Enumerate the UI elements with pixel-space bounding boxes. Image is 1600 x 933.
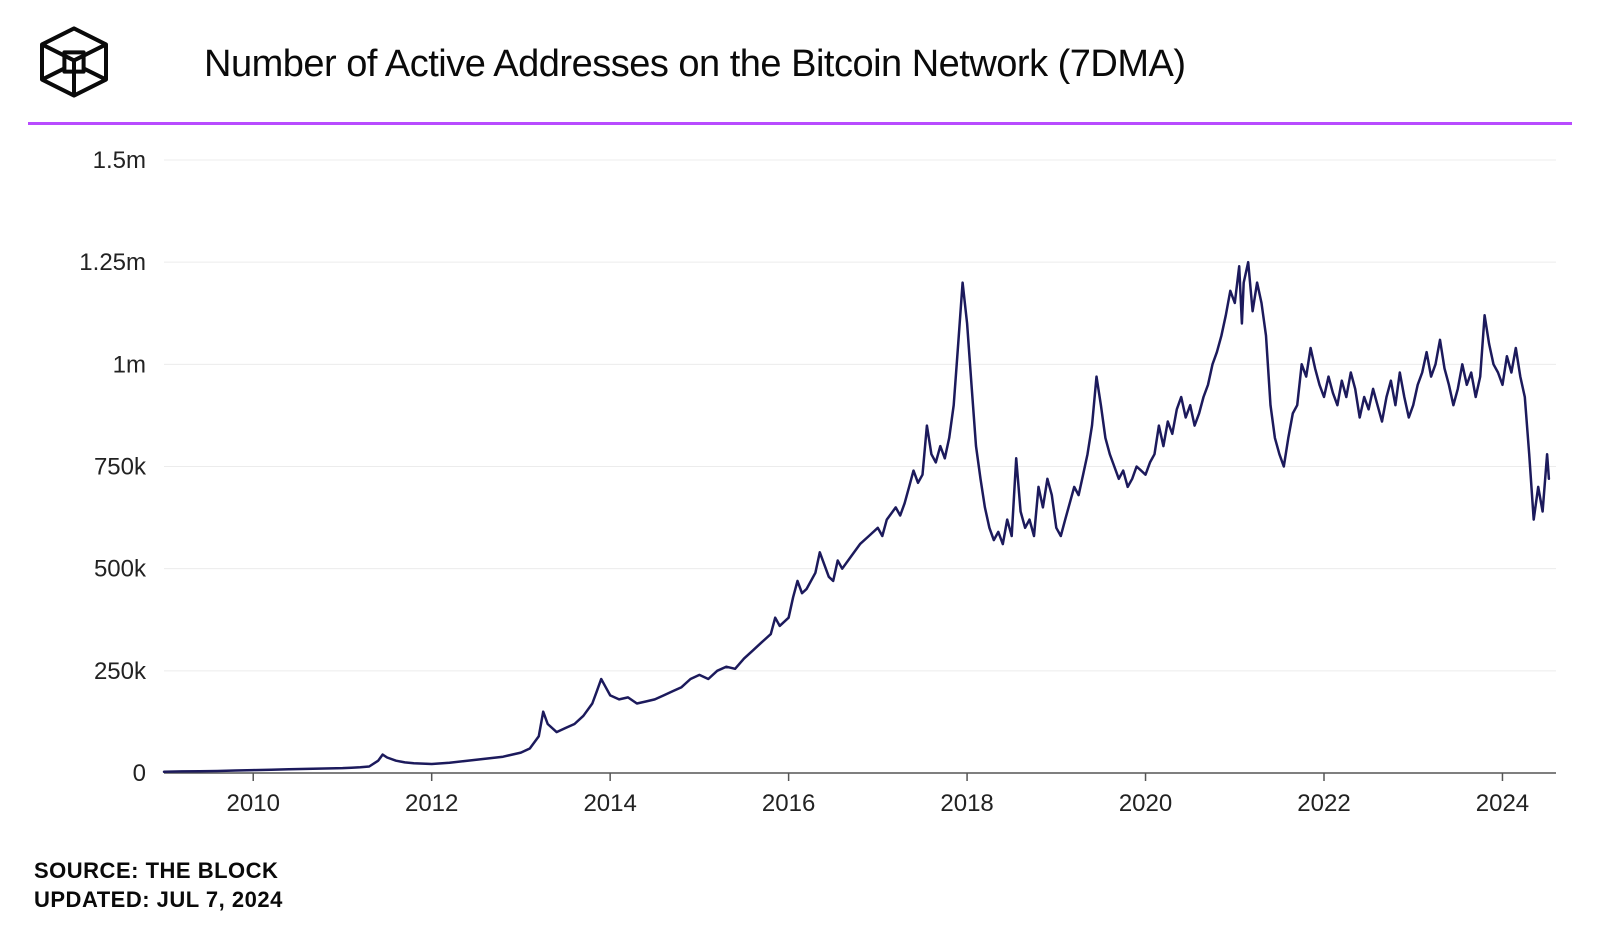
theblock-logo-icon xyxy=(34,22,114,107)
svg-text:2016: 2016 xyxy=(762,790,815,817)
header: Number of Active Addresses on the Bitcoi… xyxy=(0,0,1600,110)
svg-text:2024: 2024 xyxy=(1476,790,1529,817)
chart-container: Number of Active Addresses on the Bitcoi… xyxy=(0,0,1600,933)
svg-text:2018: 2018 xyxy=(940,790,993,817)
svg-text:2022: 2022 xyxy=(1297,790,1350,817)
svg-text:1.25m: 1.25m xyxy=(79,249,146,276)
source-label: SOURCE: xyxy=(34,858,139,883)
svg-text:2010: 2010 xyxy=(227,790,280,817)
svg-text:2014: 2014 xyxy=(583,790,636,817)
updated-value: JUL 7, 2024 xyxy=(157,887,283,912)
svg-text:2020: 2020 xyxy=(1119,790,1172,817)
svg-text:1.5m: 1.5m xyxy=(93,147,146,174)
updated-label: UPDATED: xyxy=(34,887,150,912)
svg-text:2012: 2012 xyxy=(405,790,458,817)
svg-text:250k: 250k xyxy=(94,658,147,685)
chart-area: 0 250k 500k 750k 1m 1.25m 1.5m 2010 2012 2014 2016… xyxy=(34,140,1566,833)
source-line: SOURCE: THE BLOCK xyxy=(34,856,283,886)
line-chart-svg: 0 250k 500k 750k 1m 1.25m 1.5m 2010 2012 2014 2016… xyxy=(34,140,1566,833)
source-value: THE BLOCK xyxy=(146,858,279,883)
svg-text:500k: 500k xyxy=(94,556,147,583)
accent-divider xyxy=(28,122,1572,125)
svg-text:1m: 1m xyxy=(113,351,146,378)
chart-title: Number of Active Addresses on the Bitcoi… xyxy=(204,43,1186,86)
updated-line: UPDATED: JUL 7, 2024 xyxy=(34,885,283,915)
chart-footer: SOURCE: THE BLOCK UPDATED: JUL 7, 2024 xyxy=(34,856,283,915)
svg-text:750k: 750k xyxy=(94,454,147,481)
svg-text:0: 0 xyxy=(133,760,146,787)
